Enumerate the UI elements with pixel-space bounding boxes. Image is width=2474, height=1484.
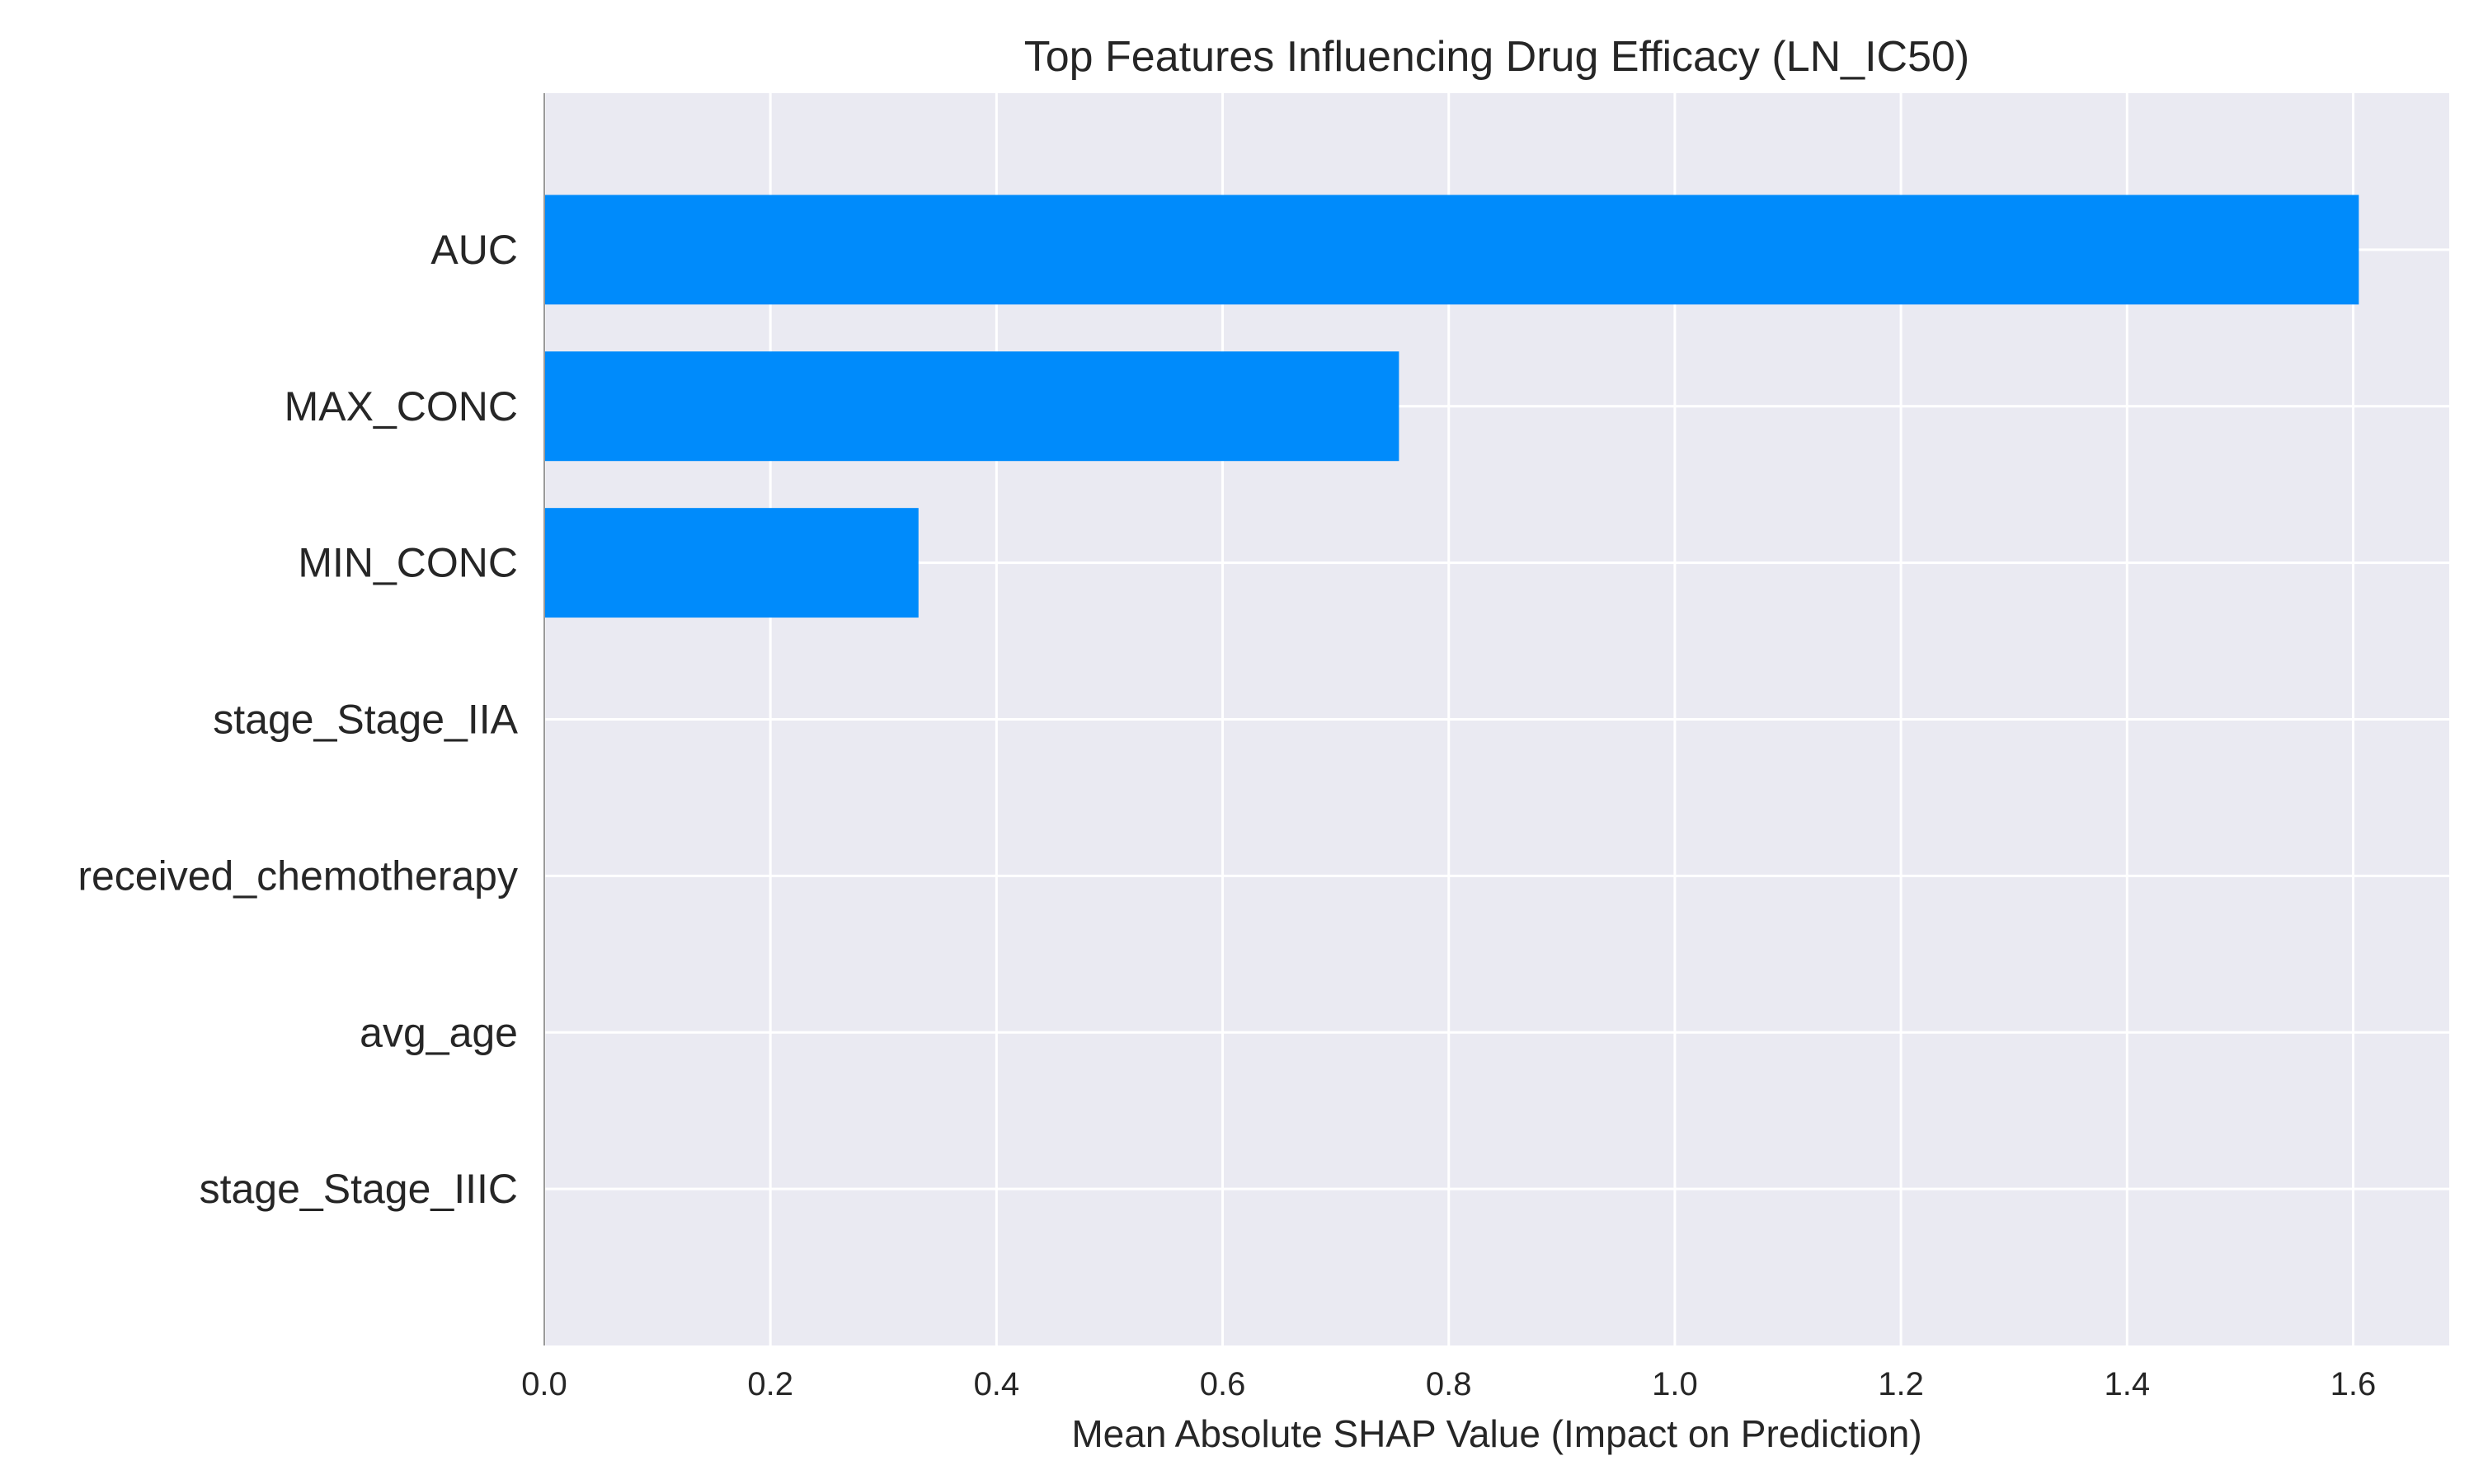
x-tick-label-0: 0.0 bbox=[521, 1366, 567, 1402]
y-tick-label-max-conc: MAX_CONC bbox=[285, 383, 518, 430]
y-tick-label-received-chemotherapy: received_chemotherapy bbox=[78, 852, 518, 899]
bar-max-conc bbox=[544, 351, 1399, 462]
bars-layer bbox=[544, 195, 2359, 618]
x-tick-label-2: 0.4 bbox=[974, 1366, 1020, 1402]
x-tick-label-6: 1.2 bbox=[1878, 1366, 1924, 1402]
y-tick-label-stage-stage-iia: stage_Stage_IIA bbox=[213, 697, 518, 743]
y-tick-label-stage-stage-iiic: stage_Stage_IIIC bbox=[200, 1166, 518, 1212]
y-tick-label-auc: AUC bbox=[430, 227, 518, 273]
x-tick-label-1: 0.2 bbox=[747, 1366, 793, 1402]
x-tick-labels: 0.0 0.2 0.4 0.6 0.8 1.0 1.2 1.4 1.6 bbox=[521, 1366, 2376, 1402]
x-tick-label-8: 1.6 bbox=[2331, 1366, 2377, 1402]
x-tick-label-7: 1.4 bbox=[2104, 1366, 2150, 1402]
chart-title: Top Features Influencing Drug Efficacy (… bbox=[1024, 33, 1970, 81]
x-tick-label-4: 0.8 bbox=[1426, 1366, 1472, 1402]
y-tick-label-avg-age: avg_age bbox=[360, 1009, 518, 1055]
x-tick-label-5: 1.0 bbox=[1652, 1366, 1698, 1402]
bar-min-conc bbox=[544, 508, 919, 618]
bar-auc bbox=[544, 195, 2359, 305]
y-tick-label-min-conc: MIN_CONC bbox=[298, 540, 518, 586]
y-tick-labels: AUC MAX_CONC MIN_CONC stage_Stage_IIAreceiv… bbox=[78, 227, 518, 1212]
x-tick-label-3: 0.6 bbox=[1200, 1366, 1246, 1402]
x-axis-label: Mean Absolute SHAP Value (Impact on Pred… bbox=[1071, 1412, 1921, 1455]
